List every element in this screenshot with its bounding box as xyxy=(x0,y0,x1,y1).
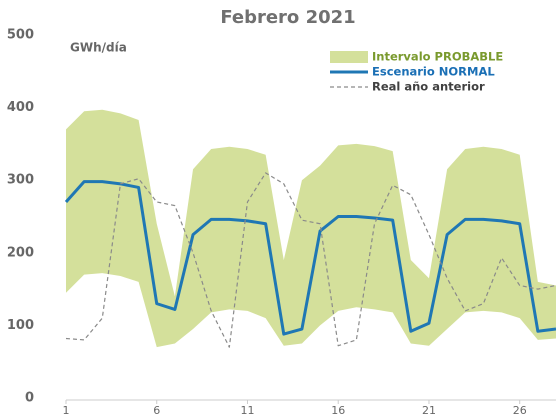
x-tick-label: 21 xyxy=(422,404,436,417)
y-axis-label: GWh/día xyxy=(70,41,127,55)
legend-label: Escenario NORMAL xyxy=(372,65,495,79)
y-tick-label: 300 xyxy=(7,173,34,188)
x-tick-label: 16 xyxy=(331,404,345,417)
y-tick-label: 200 xyxy=(7,245,34,260)
y-tick-label: 400 xyxy=(7,100,34,115)
legend-swatch xyxy=(330,51,368,63)
series-line xyxy=(64,180,556,336)
chart-title: Febrero 2021 xyxy=(220,7,355,28)
series-line xyxy=(65,172,556,348)
x-tick-label: 1 xyxy=(63,404,70,417)
probable-band xyxy=(66,109,556,348)
x-tick-label: 6 xyxy=(153,404,160,417)
legend-label: Intervalo PROBABLE xyxy=(372,50,503,64)
y-tick-label: 100 xyxy=(7,318,34,333)
y-tick-label: 500 xyxy=(7,28,34,43)
x-tick-label: 26 xyxy=(513,404,527,417)
y-tick-label: 0 xyxy=(25,391,34,406)
x-tick-label: 11 xyxy=(240,404,254,417)
legend-label: Real año anterior xyxy=(372,80,485,94)
